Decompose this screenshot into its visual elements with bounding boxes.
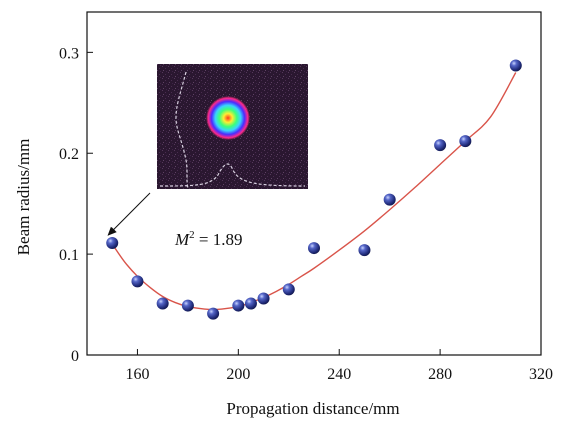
x-tick-label: 320 [529, 366, 553, 383]
data-point [131, 275, 144, 288]
annotation-arrow [107, 192, 151, 236]
y-tick-label: 0.1 [59, 247, 79, 264]
x-tick-label: 160 [125, 366, 149, 383]
inset-vertical-profile [175, 71, 189, 189]
data-point [358, 244, 371, 257]
m2-label: M2 = 1.89 [174, 229, 243, 249]
data-point [232, 299, 245, 312]
data-point [509, 59, 522, 72]
x-tick-label: 200 [226, 366, 250, 383]
beam-profile-inset [157, 64, 308, 189]
data-point [308, 242, 320, 255]
data-point [434, 139, 447, 152]
inset-beam-spot [206, 96, 250, 140]
y-axis-ticks: 0 0.1 0.2 0.3 [59, 45, 93, 365]
x-axis-label: Propagation distance/mm [226, 399, 399, 418]
data-point [383, 193, 396, 206]
data-point [459, 135, 472, 148]
x-axis-ticks: 160 200 240 280 320 [125, 349, 553, 383]
data-point [207, 307, 220, 320]
y-tick-label: 0.2 [59, 146, 79, 163]
data-point [244, 297, 257, 310]
y-tick-label: 0 [71, 348, 79, 365]
y-tick-label: 0.3 [59, 45, 79, 62]
x-tick-label: 280 [428, 366, 452, 383]
plot-area-frame [86, 11, 542, 356]
data-point [156, 297, 169, 310]
data-points [106, 59, 522, 320]
x-tick-label: 240 [327, 366, 351, 383]
y-axis-label: Beam radius/mm [14, 139, 33, 256]
data-point [257, 292, 270, 305]
data-point [181, 299, 194, 312]
data-point [282, 283, 295, 296]
data-point [106, 237, 119, 250]
inset-horizontal-profile [159, 163, 306, 187]
m2-annotation: M2 = 1.89 [174, 229, 243, 249]
